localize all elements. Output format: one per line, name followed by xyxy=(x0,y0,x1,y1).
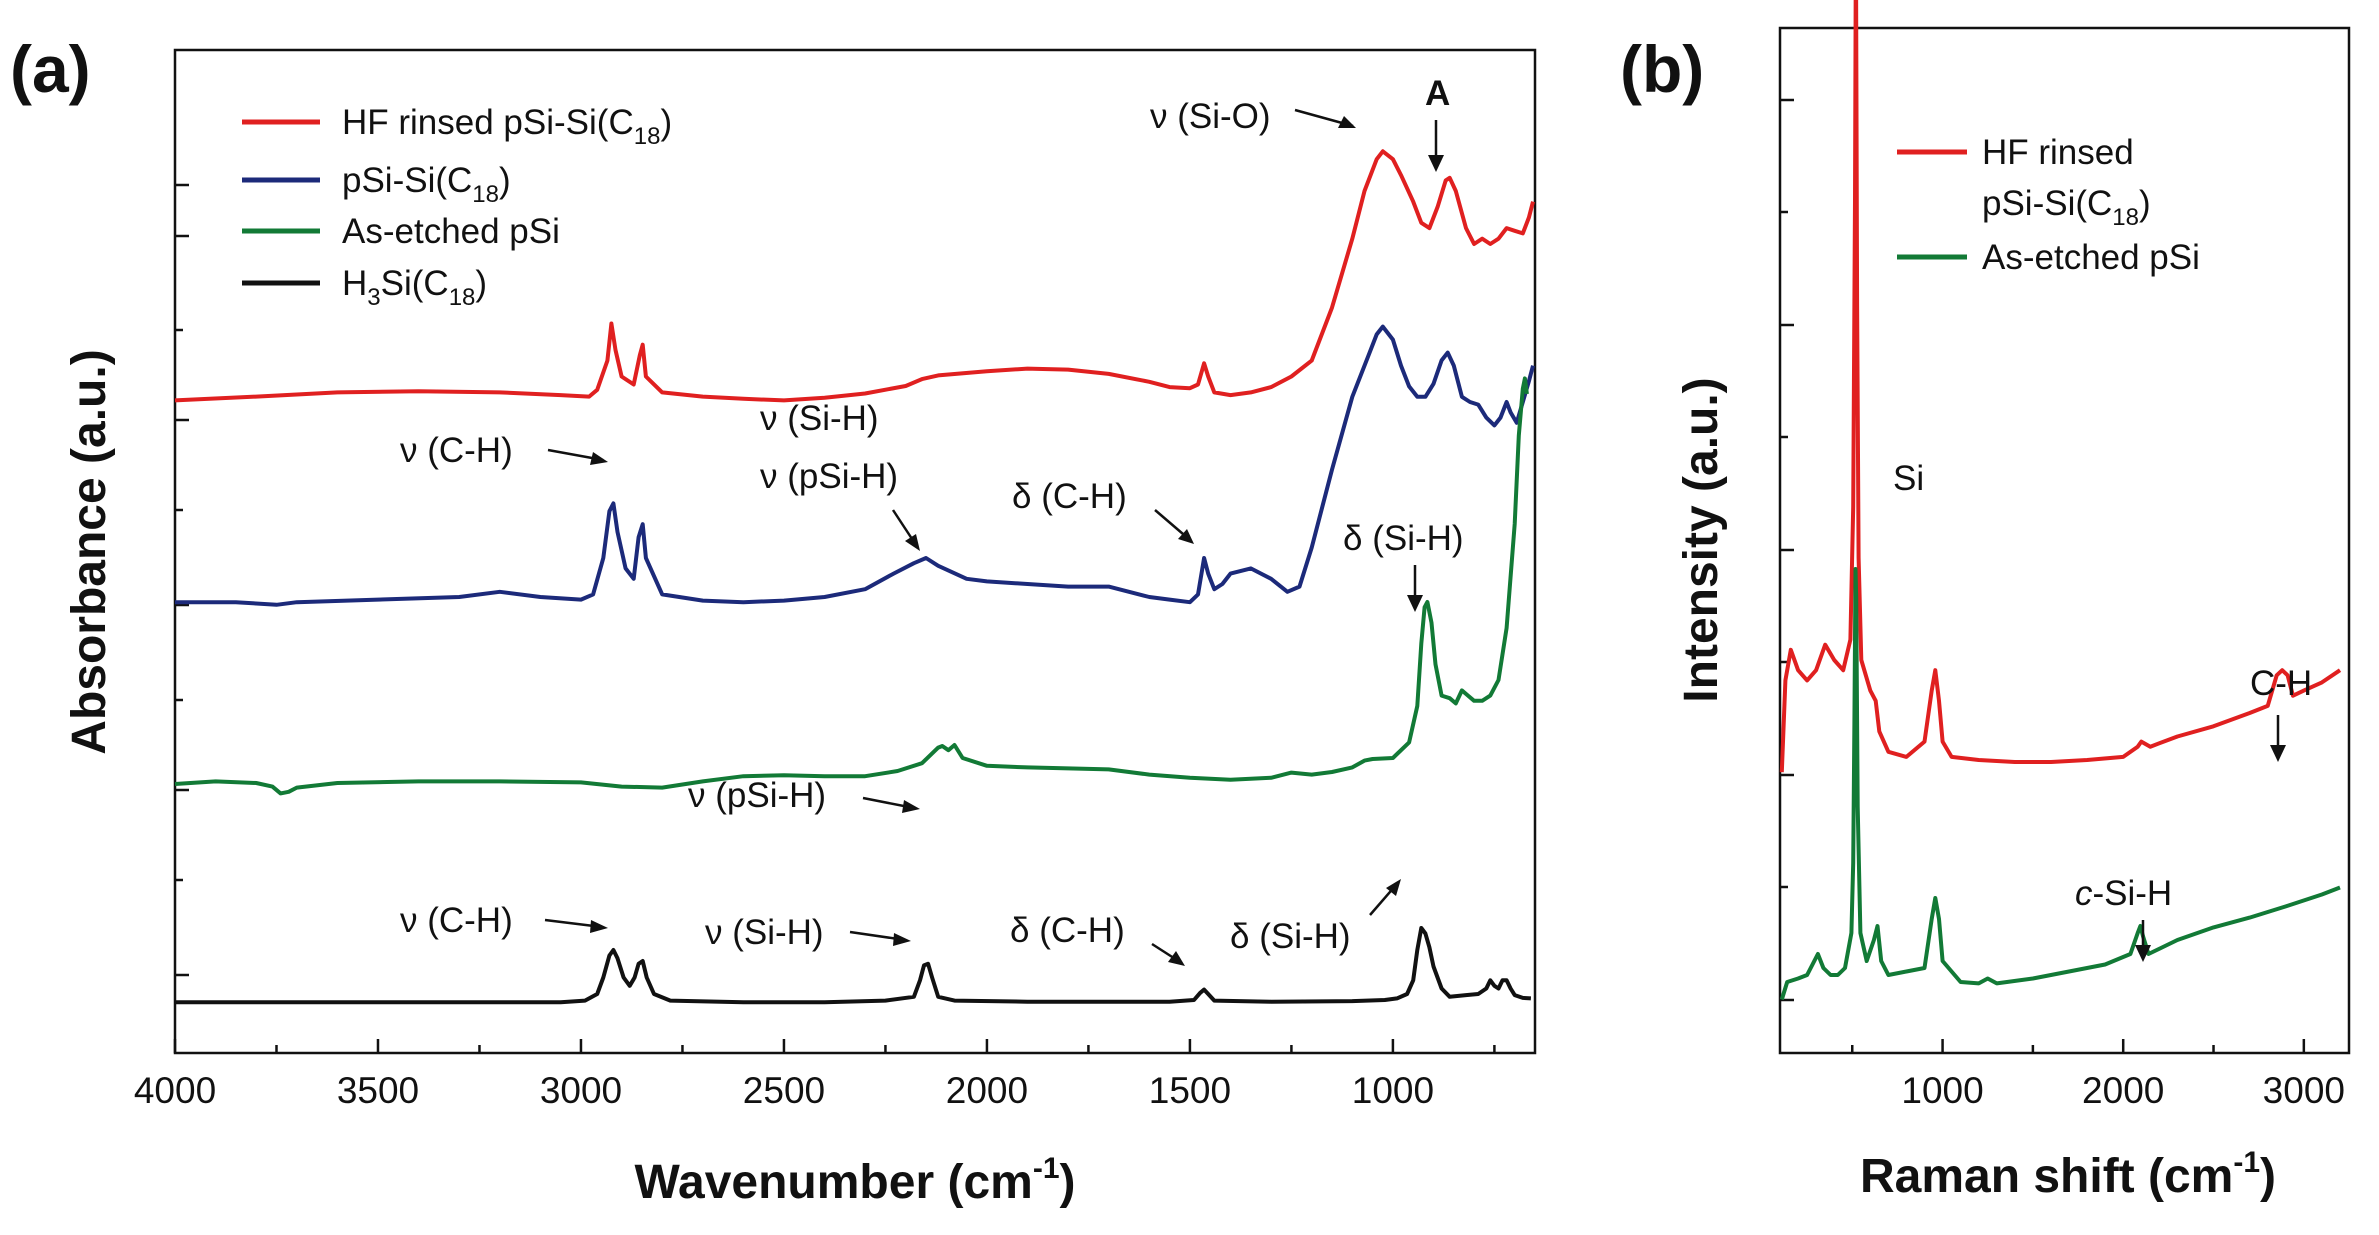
annot-delta-ch-bottom: δ (C-H) xyxy=(1010,911,1125,950)
series-line-b-0 xyxy=(1779,0,2342,773)
legend-label-as-etched: As-etched pSi xyxy=(342,212,560,251)
annot-nu-si-o: ν (Si-O) xyxy=(1150,97,1271,136)
arrowhead-delta-si-h-top xyxy=(1407,595,1423,612)
panel-a-y-ticks xyxy=(175,183,189,977)
panel-b-plot-area xyxy=(1778,26,2351,1055)
panel-b-annotations: Si C-H c-Si-H xyxy=(1893,459,2312,962)
legend-label-hf-rinsed-b: HF rinsed xyxy=(1982,133,2134,172)
panel-b-x-axis-title: Raman shift (cm-1) xyxy=(1860,1146,2276,1203)
x-tick-label: 1000 xyxy=(1352,1070,1434,1111)
annot-delta-ch-top: δ (C-H) xyxy=(1012,477,1127,516)
panel-a-y-axis-title: Absorbance (a.u.) xyxy=(63,349,116,754)
annot-a: A xyxy=(1425,74,1450,113)
panel-a-plot-area xyxy=(173,48,1537,1055)
annot-si: Si xyxy=(1893,459,1924,498)
legend-label-h3si: H3Si(C18) xyxy=(342,264,487,311)
legend-label-hf-rinsed-b-line2: pSi-Si(C18) xyxy=(1982,184,2151,231)
series-line-b-1 xyxy=(1779,567,2341,1001)
annot-c-h: C-H xyxy=(2250,664,2312,703)
arrowhead-delta-si-h-bottom xyxy=(1386,879,1401,896)
annot-delta-si-h-top: δ (Si-H) xyxy=(1343,519,1464,558)
arrowhead-c-si-h xyxy=(2135,945,2151,962)
x-tick-label: 1000 xyxy=(1901,1070,1983,1111)
arrowhead-c-h xyxy=(2270,745,2286,762)
annot-nu-psi-h-mid: ν (pSi-H) xyxy=(688,776,826,815)
panel-b-y-ticks xyxy=(1780,98,1794,1002)
annot-nu-ch-top: ν (C-H) xyxy=(400,431,513,470)
arrowhead-nu-ch-bottom xyxy=(590,920,608,933)
x-tick-label: 2000 xyxy=(2082,1070,2164,1111)
series-line-a-2 xyxy=(174,376,1529,796)
panel-a-x-axis-title: Wavenumber (cm-1) xyxy=(635,1152,1076,1209)
legend-label-as-etched-b: As-etched pSi xyxy=(1982,238,2200,277)
panel-a-x-ticks: 4000 3500 3000 2500 2000 1500 1000 xyxy=(134,1039,1496,1111)
panel-b-y-axis-title: Intensity (a.u.) xyxy=(1675,377,1728,702)
x-tick-label: 3000 xyxy=(540,1070,622,1111)
x-tick-label: 3500 xyxy=(337,1070,419,1111)
arrowhead-nu-psi-h-top xyxy=(905,534,920,551)
x-tick-label: 3000 xyxy=(2263,1070,2345,1111)
series-line-a-3 xyxy=(175,926,1532,1005)
x-tick-label: 1500 xyxy=(1149,1070,1231,1111)
legend-label-hf-rinsed: HF rinsed pSi-Si(C18) xyxy=(342,103,672,150)
panel-b-label: (b) xyxy=(1620,32,1704,106)
panel-a-series xyxy=(174,149,1535,1005)
annot-nu-psi-h-top: ν (pSi-H) xyxy=(760,457,898,496)
panel-a: (a) 4000 3500 3000 2500 2000 1500 1000 Wavenum… xyxy=(10,32,1537,1209)
panel-b: (b) 1000 2000 3000 Raman shift (cm-1) Inte… xyxy=(1620,0,2351,1203)
arrowhead-nu-ch-top xyxy=(590,452,608,465)
arrowhead-delta-ch-bottom xyxy=(1168,951,1185,966)
series-line-a-1 xyxy=(175,324,1535,607)
x-tick-label: 2000 xyxy=(946,1070,1028,1111)
arrowhead-a xyxy=(1428,155,1444,172)
x-tick-label: 4000 xyxy=(134,1070,216,1111)
annot-nu-si-h-top: ν (Si-H) xyxy=(760,399,879,438)
arrowhead-nu-psi-h-mid xyxy=(902,800,920,813)
series-line-a-0 xyxy=(174,149,1535,403)
panel-a-legend: HF rinsed pSi-Si(C18) pSi-Si(C18) As-etc… xyxy=(242,103,672,311)
panel-a-annotations: ν (Si-O) A ν (C-H) ν (Si-H) ν (pSi-H) δ … xyxy=(400,74,1464,966)
annot-c-si-h: c-Si-H xyxy=(2075,874,2172,913)
arrowhead-nu-si-o xyxy=(1338,116,1356,128)
legend-label-psi-si: pSi-Si(C18) xyxy=(342,161,511,208)
panel-b-x-ticks: 1000 2000 3000 xyxy=(1851,1039,2345,1111)
annot-nu-ch-bottom: ν (C-H) xyxy=(400,901,513,940)
x-tick-label: 2500 xyxy=(743,1070,825,1111)
arrowhead-delta-ch-top xyxy=(1178,529,1194,544)
annot-delta-si-h-bottom: δ (Si-H) xyxy=(1230,917,1351,956)
panel-a-label: (a) xyxy=(10,32,91,106)
arrowhead-nu-si-h-bottom xyxy=(893,933,911,946)
panel-b-legend: HF rinsed pSi-Si(C18) As-etched pSi xyxy=(1897,133,2200,277)
annot-nu-si-h-bottom: ν (Si-H) xyxy=(705,913,824,952)
